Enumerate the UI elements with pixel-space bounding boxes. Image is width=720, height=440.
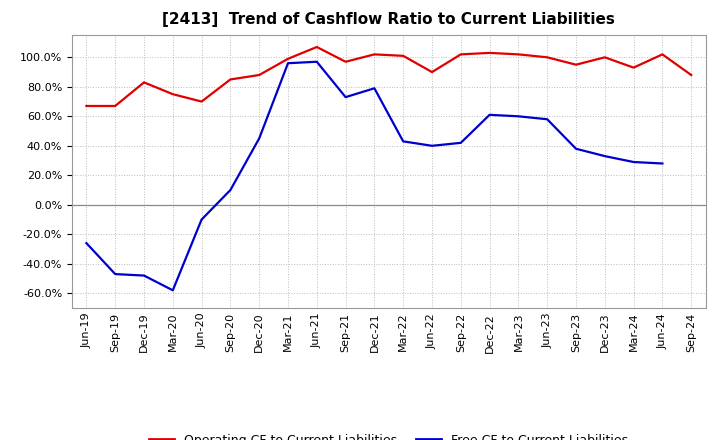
Title: [2413]  Trend of Cashflow Ratio to Current Liabilities: [2413] Trend of Cashflow Ratio to Curren…	[163, 12, 615, 27]
Legend: Operating CF to Current Liabilities, Free CF to Current Liabilities: Operating CF to Current Liabilities, Fre…	[144, 429, 634, 440]
